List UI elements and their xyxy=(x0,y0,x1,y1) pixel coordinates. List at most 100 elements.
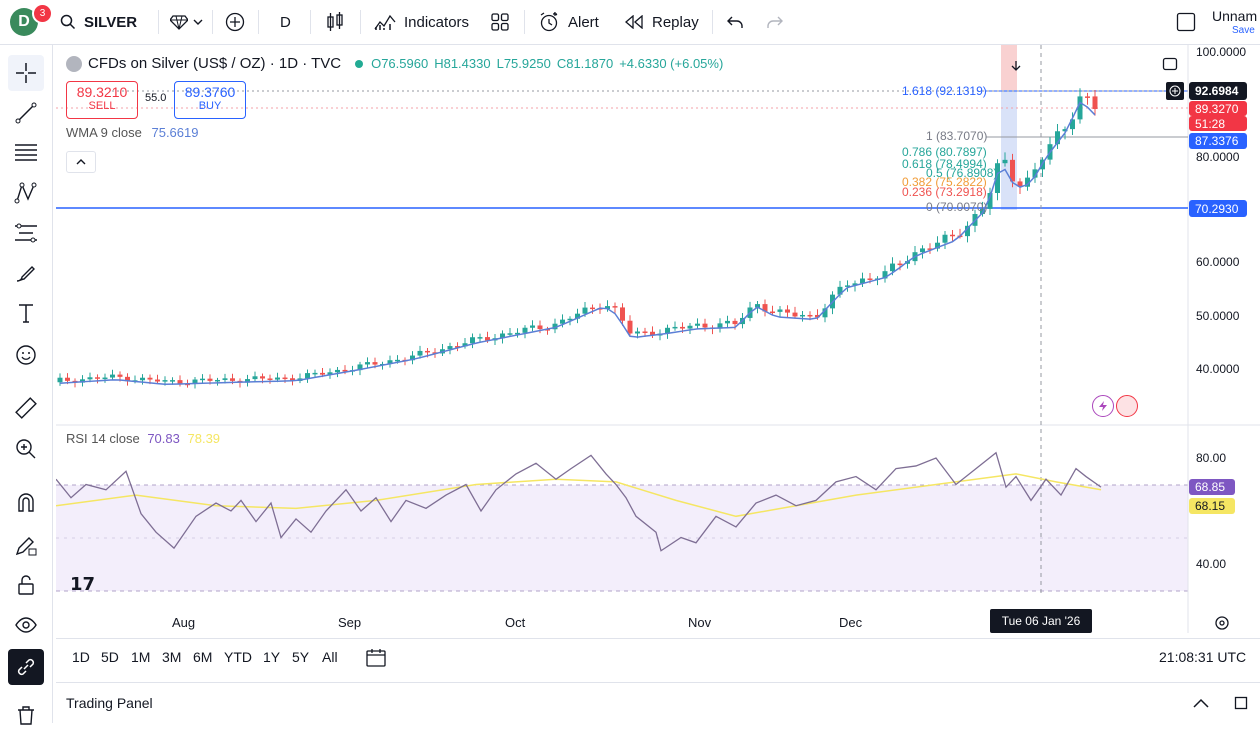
range-6m[interactable]: 6M xyxy=(193,649,213,665)
crosshair-tool[interactable] xyxy=(8,55,44,91)
layout-name[interactable]: Unnam xyxy=(1212,8,1258,24)
delete-tool[interactable] xyxy=(8,697,44,733)
link-tool[interactable] xyxy=(8,649,44,685)
candle-body xyxy=(582,307,588,314)
chevron-up-icon xyxy=(1193,698,1209,708)
tradingview-logo[interactable]: 17 xyxy=(70,574,96,595)
hide-drawings-tool[interactable] xyxy=(8,607,44,643)
crosshair-icon xyxy=(16,63,36,83)
undo-button[interactable] xyxy=(726,0,744,44)
save-button[interactable]: Save xyxy=(1232,25,1255,36)
replay-button[interactable]: Replay xyxy=(624,0,699,44)
symbol-logo-icon xyxy=(66,55,82,72)
flag-icon[interactable] xyxy=(1116,395,1138,417)
candle-body xyxy=(755,304,760,308)
candle-body xyxy=(1032,169,1038,178)
candle-body xyxy=(852,283,858,286)
redo-button[interactable] xyxy=(766,0,784,44)
download-button[interactable] xyxy=(1010,59,1022,77)
rsi-legend[interactable]: RSI 14 close 70.83 78.39 xyxy=(66,431,221,446)
alert-button[interactable]: Alert xyxy=(538,0,599,44)
candle-body xyxy=(267,378,273,380)
axis-settings-button[interactable] xyxy=(1214,615,1230,636)
candle-body xyxy=(890,263,895,272)
candle-body xyxy=(87,377,93,380)
legend-high: H81.4330 xyxy=(434,56,491,71)
range-5y[interactable]: 5Y xyxy=(292,649,310,665)
layouts-button[interactable] xyxy=(490,0,510,44)
chart-legend: CFDs on Silver (US$ / OZ) · 1D · TVC O76… xyxy=(66,55,723,72)
candle-body xyxy=(837,286,843,295)
compare-button[interactable] xyxy=(170,0,204,44)
range-1d[interactable]: 1D xyxy=(72,649,90,665)
layout-checkbox[interactable] xyxy=(1176,0,1196,44)
candle-body xyxy=(590,307,595,310)
text-tool[interactable] xyxy=(8,295,44,331)
candle-body xyxy=(110,374,115,378)
range-5d[interactable]: 5D xyxy=(101,649,119,665)
eye-icon xyxy=(15,617,37,633)
goto-date-button[interactable] xyxy=(365,647,387,674)
candle-body xyxy=(372,362,378,365)
symbol-search[interactable]: SILVER xyxy=(60,0,137,44)
lock-drawing-tool[interactable] xyxy=(8,527,44,563)
expand-button[interactable] xyxy=(1162,57,1178,76)
price-chart[interactable] xyxy=(56,45,1260,633)
candle-body xyxy=(987,193,993,209)
range-1y[interactable]: 1Y xyxy=(263,649,281,665)
fib-label-0618: 0.618 (78.4994) xyxy=(902,157,987,171)
fib-label-0786: 0.786 (80.7897) xyxy=(902,145,987,159)
candle-body xyxy=(522,327,528,333)
range-ytd[interactable]: YTD xyxy=(224,649,252,665)
wma-legend[interactable]: WMA 9 close 75.6619 xyxy=(66,125,199,140)
event-icon[interactable] xyxy=(1092,395,1114,417)
measure-tool[interactable] xyxy=(8,390,44,426)
buy-button[interactable]: 89.3760 BUY xyxy=(174,81,246,119)
fib-tool[interactable] xyxy=(8,135,44,171)
clock[interactable]: 21:08:31 UTC xyxy=(1159,649,1247,665)
zoom-tool[interactable] xyxy=(8,431,44,467)
expand-panel-button[interactable] xyxy=(1192,696,1210,714)
add-alert-button[interactable] xyxy=(1166,82,1184,100)
trading-panel-label: Trading Panel xyxy=(66,695,153,711)
forecasting-tool[interactable] xyxy=(8,215,44,251)
indicators-button[interactable]: Indicators xyxy=(374,0,469,44)
add-symbol-button[interactable] xyxy=(225,0,245,44)
brush-tool[interactable] xyxy=(8,255,44,291)
legend-title[interactable]: CFDs on Silver (US$ / OZ) · 1D · TVC xyxy=(88,55,342,72)
candle-body xyxy=(417,350,423,356)
fib-blue-zone xyxy=(1001,90,1017,210)
candle-body xyxy=(627,320,633,334)
lock-all-tool[interactable] xyxy=(8,567,44,603)
fib-label-0382: 0.382 (75.2822) xyxy=(902,175,987,189)
indicators-icon xyxy=(374,14,396,30)
interval-button[interactable]: D xyxy=(280,13,291,31)
range-3m[interactable]: 3M xyxy=(162,649,182,665)
candle-body xyxy=(410,355,415,361)
sell-button[interactable]: 89.3210 SELL xyxy=(66,81,138,119)
rsi-band xyxy=(56,485,1188,591)
square-icon xyxy=(1234,696,1248,710)
magnet-tool[interactable] xyxy=(8,485,44,521)
emoji-tool[interactable] xyxy=(8,337,44,373)
range-all[interactable]: All xyxy=(322,649,338,665)
candle-body xyxy=(192,379,198,384)
chart-area[interactable]: CFDs on Silver (US$ / OZ) · 1D · TVC O76… xyxy=(56,45,1260,633)
pattern-tool[interactable] xyxy=(8,175,44,211)
candle-body xyxy=(950,234,955,237)
candle-body xyxy=(200,378,205,381)
last-price-tag: 92.6984 xyxy=(1189,82,1247,100)
candle-body xyxy=(785,309,790,313)
maximize-panel-button[interactable] xyxy=(1234,696,1248,715)
range-1m[interactable]: 1M xyxy=(131,649,151,665)
chart-type-button[interactable] xyxy=(326,0,344,44)
candle-body xyxy=(965,225,970,237)
fib-red-zone xyxy=(1001,45,1017,90)
candle-body xyxy=(702,323,708,328)
trading-panel[interactable]: Trading Panel xyxy=(56,682,1260,724)
collapse-legend-button[interactable] xyxy=(66,151,96,173)
candle-body xyxy=(620,307,625,321)
candle-body xyxy=(725,320,730,324)
rsi-value-tag: 68.85 xyxy=(1189,479,1235,495)
trend-line-tool[interactable] xyxy=(8,95,44,131)
